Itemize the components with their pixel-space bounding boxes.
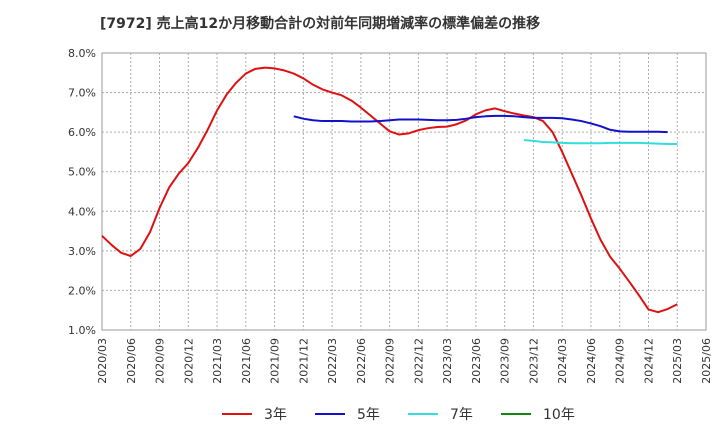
x-tick-label: 2022/12 <box>412 338 425 384</box>
legend-label: 10年 <box>543 407 575 423</box>
x-tick-label: 2022/03 <box>326 338 339 384</box>
x-tick-label: 2020/06 <box>125 338 138 384</box>
x-tick-label: 2020/09 <box>154 338 167 384</box>
series-line-3年 <box>101 66 678 314</box>
legend-label: 3年 <box>264 407 287 423</box>
x-tick-label: 2025/06 <box>700 338 713 384</box>
legend-label: 7年 <box>450 407 473 423</box>
x-tick-label: 2023/06 <box>470 338 483 384</box>
x-tick-label: 2025/03 <box>671 338 684 384</box>
plot-background <box>101 52 707 331</box>
x-tick-label: 2021/09 <box>269 338 282 384</box>
x-tick-label: 2022/09 <box>384 338 397 384</box>
y-tick-label: 2.0% <box>68 284 96 297</box>
y-tick-label: 4.0% <box>68 205 96 218</box>
x-tick-label: 2021/03 <box>211 338 224 384</box>
x-tick-label: 2023/12 <box>527 338 540 384</box>
x-tick-label: 2023/09 <box>499 338 512 384</box>
x-tick-label: 2024/06 <box>585 338 598 384</box>
x-tick-label: 2021/12 <box>297 338 310 384</box>
y-tick-label: 8.0% <box>68 47 96 60</box>
y-tick-label: 5.0% <box>68 166 96 179</box>
series-line-7年 <box>523 139 678 146</box>
y-tick-label: 1.0% <box>68 324 96 337</box>
x-tick-label: 2020/12 <box>182 338 195 384</box>
x-tick-label: 2024/09 <box>614 338 627 384</box>
series-line-5年 <box>293 114 668 134</box>
legend-label: 5年 <box>357 407 380 423</box>
series-lines <box>101 66 678 314</box>
x-tick-label: 2022/06 <box>355 338 368 384</box>
x-tick-label: 2024/03 <box>556 338 569 384</box>
y-tick-label: 3.0% <box>68 245 96 258</box>
legend: 3年 5年 7年 10年 <box>222 407 575 423</box>
x-tick-label: 2020/03 <box>96 338 109 384</box>
y-tick-label: 6.0% <box>68 126 96 139</box>
grid-lines <box>102 53 706 330</box>
axis-labels: 1.0% 2.0% 3.0% 4.0% 5.0% 6.0% 7.0% 8.0% 2020/03 2… <box>68 47 713 384</box>
y-tick-label: 7.0% <box>68 87 96 100</box>
x-tick-label: 2021/06 <box>240 338 253 384</box>
x-tick-label: 2023/03 <box>441 338 454 384</box>
chart-title: [7972] 売上高12か月移動合計の対前年同期増減率の標準偏差の推移 <box>100 16 541 32</box>
x-tick-label: 2024/12 <box>642 338 655 384</box>
